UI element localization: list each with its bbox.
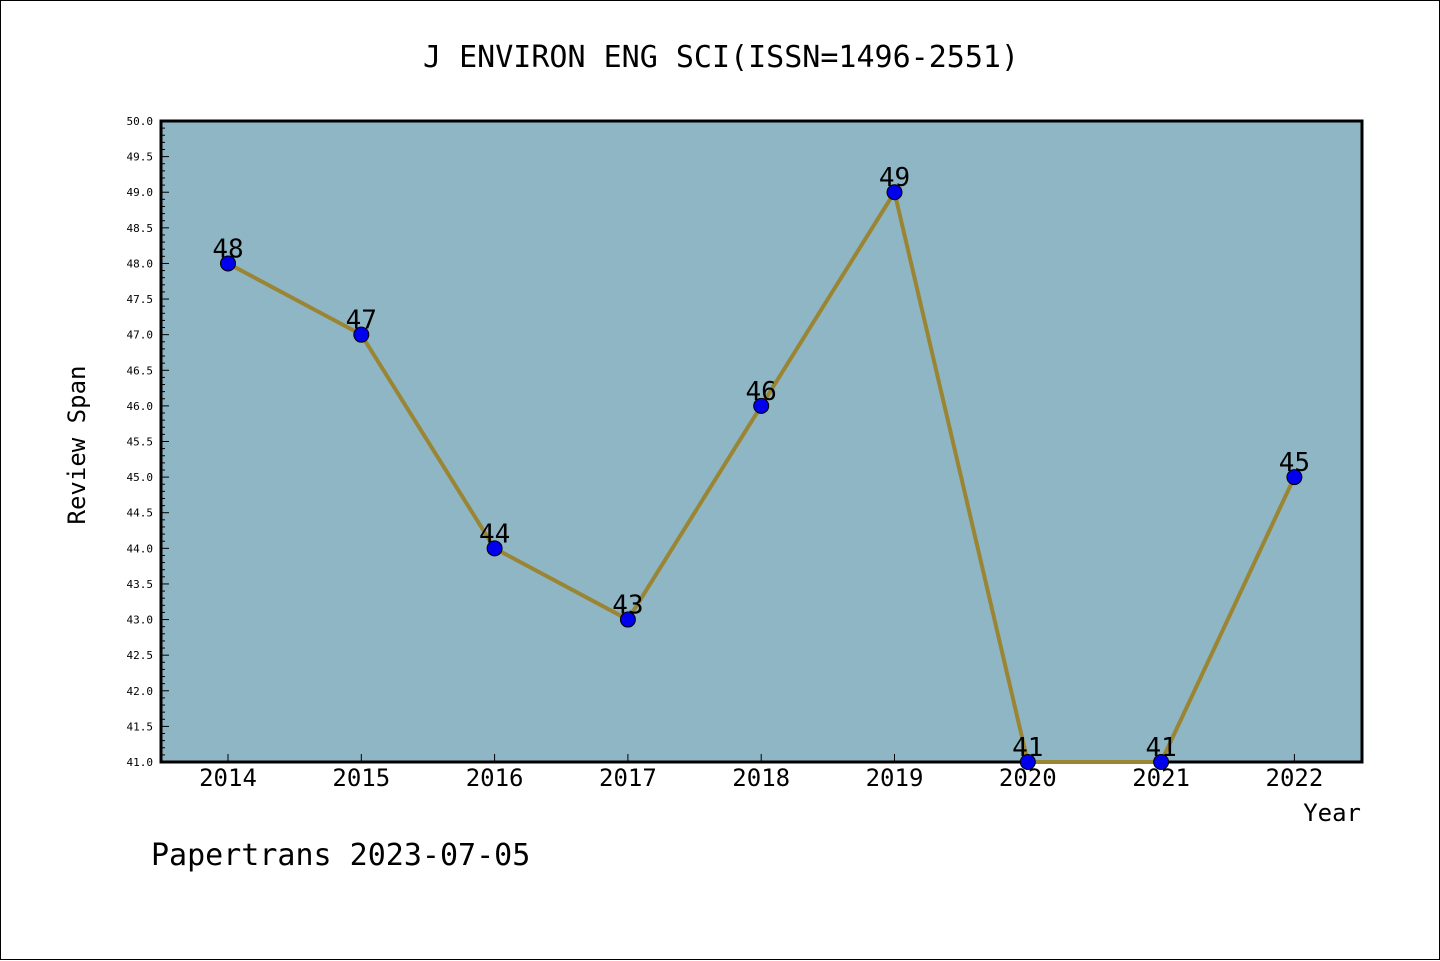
data-point: [1286, 469, 1303, 486]
data-point: [1153, 754, 1170, 770]
y-tick-label: 45.5: [127, 436, 154, 449]
x-tick-label: 2022: [1266, 764, 1324, 792]
data-point: [353, 326, 370, 343]
x-tick-label: 2015: [332, 764, 390, 792]
footer-text: Papertrans 2023-07-05: [151, 838, 530, 873]
x-tick-label: 2019: [866, 764, 924, 792]
data-label: 41: [1145, 733, 1176, 763]
data-point: [619, 611, 636, 628]
x-tick-label: 2018: [732, 764, 790, 792]
y-tick-label: 49.0: [127, 186, 154, 199]
data-labels: 48 47 44 43 46 49 41 41 45: [212, 163, 1310, 763]
x-tick-label: 2017: [599, 764, 657, 792]
data-point: [753, 397, 770, 414]
data-label: 47: [346, 306, 377, 336]
y-tick-label: 50.0: [127, 115, 154, 128]
data-label: 46: [746, 377, 777, 407]
y-tick-label: 47.0: [127, 329, 154, 342]
data-label: 48: [212, 234, 243, 264]
y-tick-label: 49.5: [127, 151, 154, 164]
y-tick-label: 46.0: [127, 400, 154, 413]
data-label: 41: [1012, 733, 1043, 763]
y-tick-label: 48.5: [127, 222, 154, 235]
data-point: [220, 255, 236, 272]
y-tick-label: 48.0: [127, 257, 154, 270]
y-tick-label: 43.0: [127, 614, 154, 627]
y-tick-label: 44.5: [127, 507, 154, 520]
data-point: [886, 184, 903, 201]
y-axis: 41.0 41.5 42.0 42.5 43.0 43.5 44.0 44.5 45.0 45.5…: [127, 115, 169, 769]
data-point: [486, 540, 503, 557]
data-label: 45: [1279, 448, 1310, 478]
y-axis-label: Review Span: [63, 366, 91, 525]
x-axis: 2014 2015 2016 2017 2018 2019 2020 2021 2022: [199, 754, 1323, 792]
y-tick-label: 42.0: [127, 685, 154, 698]
x-axis-label: Year: [1303, 799, 1361, 827]
x-tick-label: 2014: [199, 764, 257, 792]
y-tick-label: 43.5: [127, 578, 154, 591]
data-label: 43: [612, 591, 643, 621]
y-tick-label: 42.5: [127, 649, 154, 662]
y-tick-label: 41.0: [127, 756, 154, 769]
data-label: 44: [479, 519, 510, 549]
chart-title: J ENVIRON ENG SCI(ISSN=1496-2551): [423, 40, 1019, 75]
y-tick-label: 46.5: [127, 364, 154, 377]
plot-area: [159, 119, 1364, 764]
data-point: [1019, 754, 1036, 770]
y-tick-label: 41.5: [127, 720, 154, 733]
y-tick-label: 45.0: [127, 471, 154, 484]
x-tick-label: 2016: [466, 764, 524, 792]
data-label: 49: [879, 163, 910, 193]
data-markers: [220, 184, 1303, 770]
y-tick-label: 44.0: [127, 542, 154, 555]
y-tick-label: 47.5: [127, 293, 154, 306]
